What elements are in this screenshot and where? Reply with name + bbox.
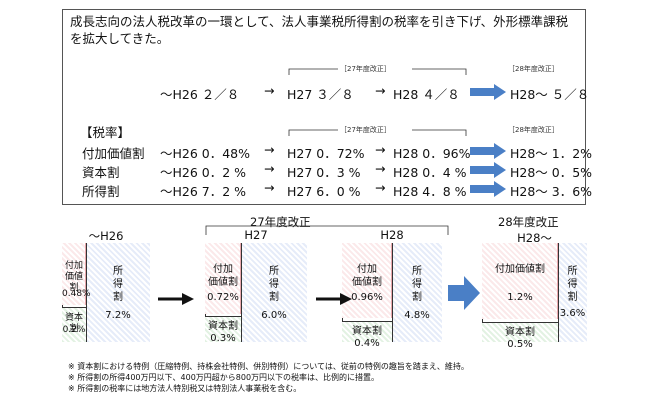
rate-h28: H28 0．4 % — [393, 165, 467, 180]
footnote-2: ※ 所得割の所得400万円以下、400万円超から800万円以下の税率は、比例的に… — [68, 373, 380, 382]
shihon-label: 資本割 — [505, 327, 535, 338]
shihon-block — [482, 322, 558, 342]
arrow-right-icon — [158, 293, 194, 305]
shotoku-value: 3.6% — [559, 308, 586, 319]
note-27-timeline: ［27年度改正］ — [340, 65, 391, 73]
rate-prior: ～H26 0．2 % — [160, 165, 247, 180]
blue-arrow-icon — [470, 84, 506, 100]
shotoku-value: 6.0% — [261, 310, 287, 321]
fuka-block — [342, 243, 392, 318]
fuka-value: 0.96% — [351, 292, 383, 303]
blue-arrow-icon — [470, 162, 506, 178]
shotoku-value: 7.2% — [105, 310, 131, 321]
rate-after: H28～ 3．6% — [510, 184, 593, 199]
shotoku-block — [392, 243, 442, 342]
rate-h28: H28 4．8 % — [393, 184, 467, 199]
timeline-h27: H27 ３／８ — [287, 87, 354, 102]
fuka-value: 0.72% — [207, 292, 239, 303]
shotoku-label: 所 得 割 — [412, 266, 422, 303]
fuka-label: 付加 価値割 — [352, 264, 382, 288]
shotoku-block — [86, 243, 150, 342]
shotoku-value: 4.8% — [404, 310, 430, 321]
shihon-value: 0.5% — [507, 339, 533, 350]
blue-arrow-icon — [470, 143, 506, 159]
timeline-after: H28～ ５／８ — [510, 87, 590, 102]
rates-header: 【税率】 — [80, 125, 131, 140]
period-label: H28 — [380, 228, 404, 242]
shihon-block — [62, 307, 86, 342]
fuka-value: 1.2% — [507, 292, 533, 303]
rate-arrow-1: → — [264, 161, 275, 176]
footnote-1: ※ 資本割における特例（圧縮特例、持株会社特例、併別特例）については、従前の特例… — [68, 362, 469, 371]
fuka-label: 付加 価値割 — [64, 261, 83, 293]
rate-arrow-2: → — [375, 161, 386, 176]
shotoku-label: 所 得 割 — [567, 266, 578, 303]
fuka-label: 付加 価値割 — [208, 264, 238, 288]
rate-after: H28～ 1．2% — [510, 146, 593, 161]
arrow-right-icon — [316, 293, 352, 305]
fuka-block — [482, 243, 558, 319]
blue-arrow-icon — [470, 181, 506, 197]
rate-h28: H28 0．96% — [393, 146, 471, 161]
shihon-block — [205, 316, 241, 342]
shotoku-label: 所 得 割 — [269, 266, 279, 303]
timeline-arrow-2: → — [375, 83, 386, 98]
rate-name: 資本割 — [82, 165, 120, 180]
rate-arrow-2: → — [375, 180, 386, 195]
timeline-prior: ～H26 ２／８ — [160, 87, 240, 102]
shotoku-label: 所 得 割 — [113, 266, 123, 303]
rate-h27: H27 0．72% — [287, 146, 365, 161]
period-label: H27 — [244, 228, 268, 242]
shihon-value: 0.3% — [210, 333, 236, 344]
note-28-rates: ［28年度改正］ — [508, 126, 559, 134]
timeline-arrow-1: → — [264, 83, 275, 98]
rate-name: 所得割 — [82, 184, 120, 199]
rate-h27: H27 0．3 % — [287, 165, 361, 180]
fuka-value: 0.48% — [62, 289, 91, 299]
period-label: H28～ — [517, 231, 552, 245]
timeline-h28: H28 ４／８ — [393, 87, 460, 102]
bracket-27-rates — [288, 129, 467, 136]
rate-prior: ～H26 0．48% — [160, 146, 251, 161]
period-label: ～H26 — [88, 229, 124, 243]
group-28-label: 28年度改正 — [498, 215, 559, 229]
rate-arrow-2: → — [375, 142, 386, 157]
rate-prior: ～H26 7．2 % — [160, 184, 247, 199]
shihon-label: 資本割 — [64, 313, 83, 334]
rate-arrow-1: → — [264, 180, 275, 195]
rate-name: 付加価値割 — [82, 146, 145, 161]
note-27-rates: ［27年度改正］ — [340, 126, 391, 134]
shotoku-block — [241, 243, 307, 342]
rate-h27: H27 6．0 % — [287, 184, 361, 199]
shihon-label: 資本割 — [352, 326, 382, 337]
group-27-label: 27年度改正 — [250, 215, 311, 229]
shotoku-block — [558, 243, 587, 342]
rate-arrow-1: → — [264, 142, 275, 157]
shihon-value: 0.4% — [354, 338, 380, 349]
bracket-27-diagram — [205, 225, 449, 235]
fuka-block — [62, 243, 86, 305]
fuka-block — [205, 243, 241, 314]
footnote-3: ※ 所得割の税率には地方法人特別税又は特別法人事業税を含む。 — [68, 384, 302, 393]
big-blue-arrow-icon — [448, 276, 480, 310]
note-28-timeline: ［28年度改正］ — [508, 65, 559, 73]
intro-text: 成長志向の法人税改革の一環として、法人事業税所得割の税率を引き下げ、外形標準課税… — [70, 14, 569, 46]
rate-after: H28～ 0．5% — [510, 165, 593, 180]
shihon-label: 資本割 — [208, 321, 238, 332]
shihon-block — [342, 321, 392, 342]
shihon-value: 0.2% — [62, 325, 86, 335]
bracket-27-timeline — [288, 68, 467, 75]
summary-box — [62, 9, 586, 205]
fuka-label: 付加価値割 — [495, 264, 545, 275]
